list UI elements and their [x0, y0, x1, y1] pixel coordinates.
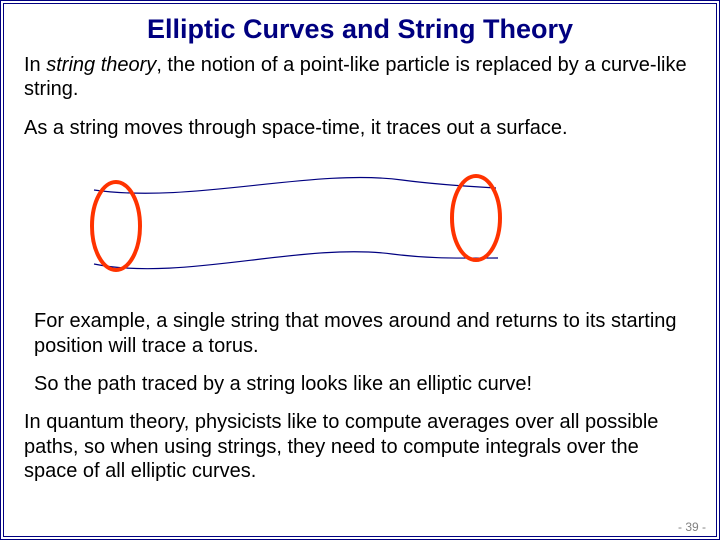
- page-number: - 39 -: [678, 520, 706, 534]
- tube-top-curve: [94, 178, 496, 194]
- torus-diagram: [52, 156, 552, 296]
- slide-title: Elliptic Curves and String Theory: [24, 14, 696, 45]
- paragraph-3: For example, a single string that moves …: [34, 309, 696, 358]
- paragraph-2: As a string moves through space-time, it…: [24, 116, 696, 140]
- paragraph-1: In string theory, the notion of a point-…: [24, 53, 696, 102]
- paragraph-4: So the path traced by a string looks lik…: [34, 372, 696, 396]
- p1-lead: In: [24, 54, 46, 76]
- string-ellipse-right: [452, 176, 500, 260]
- paragraph-5: In quantum theory, physicists like to co…: [24, 410, 696, 483]
- slide-frame: Elliptic Curves and String Theory In str…: [0, 0, 720, 540]
- string-ellipse-left: [92, 182, 140, 270]
- p1-italic: string theory: [46, 54, 156, 76]
- tube-bottom-curve: [94, 252, 498, 269]
